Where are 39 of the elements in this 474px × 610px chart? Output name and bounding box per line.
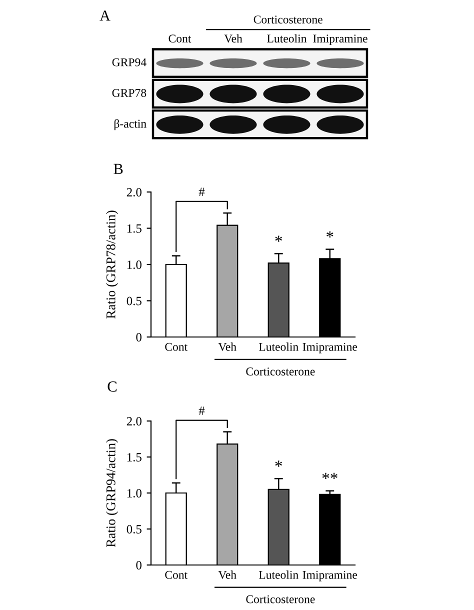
x-tick-label: Luteolin	[258, 342, 298, 351]
category-label: β-actin	[114, 119, 146, 130]
chart-title: B	[114, 164, 123, 174]
y-tick-label: 1.0	[127, 489, 142, 498]
x-tick-label: Cont	[165, 570, 188, 579]
y-tick-label: 2.0	[126, 417, 142, 426]
category-label: GRP78	[112, 88, 146, 97]
y-tick-label: 0.5	[126, 525, 142, 534]
x-tick-label: Imipramine	[302, 570, 358, 582]
x-tick-label: Veh	[218, 342, 236, 351]
y-tick-label: 2.0	[126, 188, 142, 197]
x-tick-label: Luteolin	[258, 570, 298, 579]
text: Corticosterone	[254, 16, 322, 24]
x-axis-title: Corticosterone	[246, 368, 315, 376]
category-label: Cont	[168, 34, 192, 43]
y-tick-label: 1.5	[127, 224, 142, 233]
y-tick-label: 0.5	[126, 296, 142, 306]
x-axis-title: Corticosterone	[246, 595, 315, 604]
y-axis-title: Ratio (GRP78/actin)	[106, 210, 118, 319]
x-tick-label: Imipramine	[302, 342, 358, 354]
category-label: GRP94	[112, 58, 146, 66]
annotation: *	[275, 460, 282, 467]
annotation: *	[275, 236, 282, 242]
text: A	[100, 10, 110, 21]
category-label: Luteolin	[267, 34, 307, 43]
y-axis-title: Ratio (GRP94/actin)	[106, 439, 118, 548]
annotation: **	[322, 472, 338, 480]
annotation: #	[198, 188, 205, 196]
x-tick-label: Cont	[165, 342, 188, 351]
category-label: Veh	[224, 34, 242, 43]
y-tick-label: 0	[136, 561, 142, 570]
y-tick-label: 1.0	[127, 260, 142, 270]
category-label: Imipramine	[313, 34, 368, 45]
y-tick-label: 0	[136, 333, 142, 342]
annotation: *	[326, 231, 334, 238]
y-tick-label: 1.5	[127, 453, 142, 462]
text: #	[198, 406, 205, 415]
chart-title: C	[108, 381, 116, 392]
x-tick-label: Veh	[218, 570, 236, 579]
